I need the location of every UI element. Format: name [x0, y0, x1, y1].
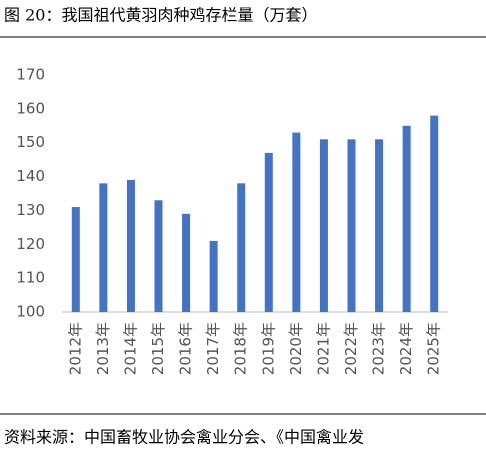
bar [154, 200, 163, 312]
bar [126, 179, 135, 312]
x-tick-label: 2019年 [259, 322, 277, 375]
source-note: 资料来源：中国畜牧业协会禽业分会、《中国禽业发 [4, 428, 364, 447]
y-tick-label: 140 [16, 167, 45, 185]
x-tick-label: 2023年 [370, 322, 388, 375]
x-tick-label: 2015年 [149, 322, 167, 375]
chart-title: 图 20：我国祖代黄羽肉种鸡存栏量（万套） [4, 6, 317, 25]
bar [182, 213, 191, 312]
bar [347, 139, 356, 312]
x-tick-label: 2025年 [425, 322, 443, 375]
x-tick-label: 2024年 [397, 322, 415, 375]
x-tick-label: 2013年 [94, 322, 112, 375]
x-tick-label: 2021年 [314, 322, 332, 375]
bar [71, 207, 80, 312]
y-tick-label: 170 [16, 66, 45, 84]
bar [237, 183, 246, 312]
y-tick-label: 130 [16, 201, 45, 219]
bar [292, 132, 301, 312]
bar [209, 240, 218, 312]
x-tick-label: 2017年 [204, 322, 222, 375]
x-tick-label: 2020年 [287, 322, 305, 375]
bar [264, 152, 273, 312]
x-tick-label: 2014年 [121, 322, 139, 375]
y-tick-label: 100 [16, 303, 45, 321]
y-tick-label: 150 [16, 133, 45, 151]
bar [99, 183, 108, 312]
y-tick-label: 120 [16, 235, 45, 253]
y-tick-label: 160 [16, 99, 45, 117]
x-tick-label: 2012年 [66, 322, 84, 375]
x-tick-label: 2018年 [232, 322, 250, 375]
bar [430, 115, 439, 312]
y-tick-label: 110 [16, 269, 45, 287]
bar [375, 139, 384, 312]
x-tick-label: 2016年 [177, 322, 195, 375]
bar [319, 139, 328, 312]
bar [402, 125, 411, 313]
x-tick-label: 2022年 [342, 322, 360, 375]
